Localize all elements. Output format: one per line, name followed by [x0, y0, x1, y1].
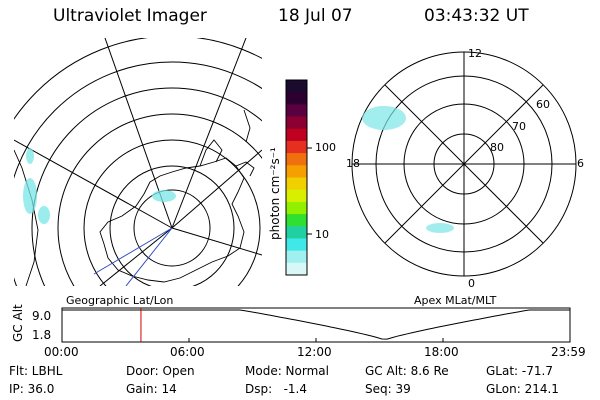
- info-door: Door: Open: [126, 364, 195, 378]
- info-gc-alt: GC Alt: 8.6 Re: [365, 364, 449, 378]
- info-gain: Gain: 14: [126, 382, 177, 396]
- colorbar-band: [286, 165, 307, 178]
- time-tick-3: 18:00: [424, 345, 459, 359]
- colorbar-band: [286, 128, 307, 142]
- alt-ymax-label: 9.0: [32, 309, 52, 323]
- colorbar-tick-100: 100: [315, 141, 336, 154]
- mlt-label-12: 12: [468, 47, 482, 60]
- info-filter: Flt: LBHL: [9, 364, 63, 378]
- latitude-circles: [14, 38, 262, 286]
- colorbar-unit-label: photon cm⁻²s⁻¹: [268, 147, 282, 240]
- colorbar-band: [286, 104, 307, 118]
- mlat-label-70: 70: [512, 120, 526, 133]
- colorbar-band: [286, 92, 307, 105]
- colorbar-band: [286, 116, 307, 130]
- time-label: 03:43:32 UT: [424, 6, 529, 26]
- alt-ymin-label: 1.8: [32, 328, 52, 342]
- colorbar-band: [286, 201, 307, 215]
- info-ip: IP: 36.0: [9, 382, 55, 396]
- land-outline: [14, 109, 251, 286]
- colorbar-band: [286, 262, 307, 276]
- magnetic-map: [351, 51, 577, 277]
- orbit-track: [93, 227, 173, 286]
- time-tick-4: 23:59: [551, 345, 586, 359]
- time-tick-1: 06:00: [170, 345, 205, 359]
- mlt-label-0: 0: [468, 277, 475, 290]
- info-mode: Mode: Normal: [245, 364, 329, 378]
- geographic-map: [14, 38, 262, 286]
- aurora-emission: [23, 148, 176, 224]
- info-seq: Seq: 39: [365, 382, 411, 396]
- time-tick-2: 12:00: [297, 345, 332, 359]
- date-label: 18 Jul 07: [278, 6, 353, 26]
- colorbar-band: [286, 238, 307, 252]
- colorbar-band: [286, 214, 307, 227]
- info-glon: GLon: 214.1: [486, 382, 559, 396]
- mlt-label-18: 18: [346, 157, 360, 170]
- antarctica-coastline: [99, 139, 255, 283]
- mlat-label-80: 80: [490, 141, 504, 154]
- time-tick-0: 00:00: [44, 345, 79, 359]
- geographic-label: Geographic Lat/Lon: [66, 294, 173, 307]
- info-dsp: Dsp: -1.4: [245, 382, 308, 396]
- colorbar-band: [286, 189, 307, 203]
- colorbar-band: [286, 250, 307, 264]
- aurora-emission-mag: [362, 106, 454, 233]
- info-glat: GLat: -71.7: [486, 364, 553, 378]
- alt-axis-label: GC Alt: [11, 304, 25, 342]
- mlat-label-60: 60: [536, 98, 550, 111]
- altitude-plot: [61, 307, 571, 343]
- colorbar-band: [286, 80, 307, 93]
- mlt-label-6: 6: [577, 157, 584, 170]
- magnetic-label: Apex MLat/MLT: [414, 294, 497, 307]
- colorbar-band: [286, 177, 307, 191]
- colorbar-band: [286, 153, 307, 166]
- colorbar-band: [286, 226, 307, 239]
- meridian-lines: [14, 38, 262, 286]
- colorbar-band: [286, 140, 307, 154]
- instrument-title: Ultraviolet Imager: [53, 6, 207, 26]
- colorbar: [285, 79, 312, 276]
- colorbar-tick-10: 10: [315, 228, 329, 241]
